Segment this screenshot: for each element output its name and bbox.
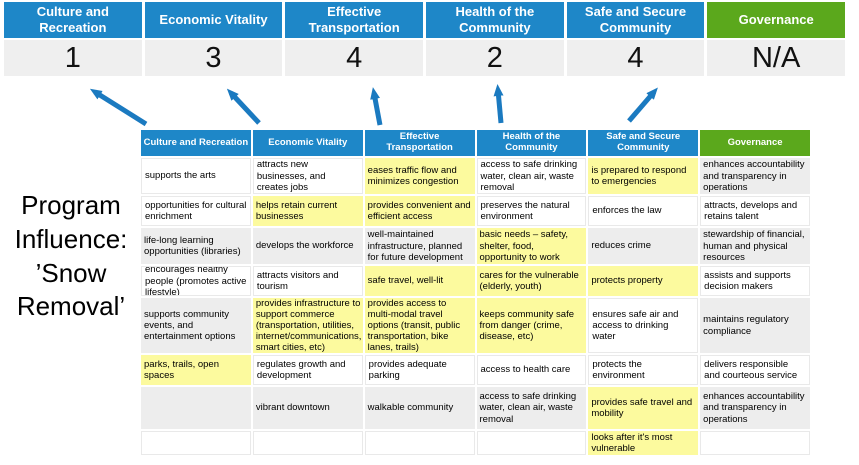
matrix-cell: access to safe drinking water, clean air… bbox=[476, 158, 587, 194]
matrix-cell bbox=[252, 431, 363, 455]
matrix-cell: parks, trails, open spaces bbox=[141, 355, 251, 385]
summary-grid: Culture and Recreation Economic Vitality… bbox=[4, 2, 845, 76]
matrix-cell: vibrant downtown bbox=[252, 387, 363, 429]
matrix-cell: opportunities for cultural enrichment bbox=[141, 196, 251, 226]
matrix-cell: encourages healthy people (promotes acti… bbox=[141, 266, 251, 296]
program-title-line: Removal’ bbox=[16, 291, 126, 322]
matrix-cell: ensures safe air and access to drinking … bbox=[588, 298, 699, 353]
matrix-cell bbox=[476, 431, 587, 455]
summary-header-safe: Safe and Secure Community bbox=[566, 2, 705, 38]
matrix-cell bbox=[141, 387, 251, 429]
summary-header-health: Health of the Community bbox=[426, 2, 564, 38]
matrix-cell: reduces crime bbox=[588, 228, 699, 264]
summary-score-safe: 4 bbox=[566, 40, 705, 76]
matrix-cell: provides infrastructure to support comme… bbox=[252, 298, 363, 353]
matrix-cell: stewardship of financial, human and phys… bbox=[700, 228, 810, 264]
influence-arrow-icon bbox=[370, 87, 383, 126]
matrix-cell: well-maintained infrastructure, planned … bbox=[364, 228, 475, 264]
matrix-header-culture: Culture and Recreation bbox=[141, 130, 251, 156]
program-title-line: Influence: bbox=[14, 223, 128, 254]
summary-score-governance: N/A bbox=[707, 40, 845, 76]
matrix-cell: access to health care bbox=[476, 355, 587, 385]
matrix-cell: basic needs – safety, shelter, food, opp… bbox=[476, 228, 587, 264]
influence-arrow-icon bbox=[493, 84, 504, 124]
influence-matrix: Culture and Recreation Economic Vitality… bbox=[141, 130, 810, 455]
summary-header-economic: Economic Vitality bbox=[144, 2, 283, 38]
matrix-cell: preserves the natural environment bbox=[476, 196, 587, 226]
matrix-cell: assists and supports decision makers bbox=[700, 266, 810, 296]
matrix-cell: provides access to multi-modal travel op… bbox=[364, 298, 475, 353]
matrix-cell: attracts, develops and retains talent bbox=[700, 196, 810, 226]
matrix-cell bbox=[700, 431, 810, 455]
matrix-cell: protects property bbox=[588, 266, 699, 296]
matrix-header-health: Health of the Community bbox=[476, 130, 587, 156]
summary-header-governance: Governance bbox=[707, 2, 845, 38]
matrix-header-transportation: Effective Transportation bbox=[364, 130, 475, 156]
matrix-cell bbox=[364, 431, 475, 455]
influence-arrow-icon bbox=[226, 88, 261, 125]
summary-header-transportation: Effective Transportation bbox=[285, 2, 423, 38]
summary-header-culture: Culture and Recreation bbox=[4, 2, 142, 38]
summary-score-transportation: 4 bbox=[285, 40, 423, 76]
matrix-cell: enhances accountability and transparency… bbox=[700, 387, 810, 429]
matrix-cell: provides convenient and efficient access bbox=[364, 196, 475, 226]
matrix-cell: supports community events, and entertain… bbox=[141, 298, 251, 353]
matrix-cell: attracts new businesses, and creates job… bbox=[252, 158, 363, 194]
matrix-cell bbox=[141, 431, 251, 455]
matrix-cell: protects the environment bbox=[588, 355, 699, 385]
summary-score-economic: 3 bbox=[144, 40, 283, 76]
program-title-line: Program bbox=[21, 190, 121, 220]
summary-score-culture: 1 bbox=[4, 40, 142, 76]
influence-arrow-icon bbox=[627, 87, 658, 123]
matrix-cell: delivers responsible and courteous servi… bbox=[700, 355, 810, 385]
matrix-header-safe: Safe and Secure Community bbox=[588, 130, 699, 156]
matrix-cell: supports the arts bbox=[141, 158, 251, 194]
matrix-header-governance: Governance bbox=[700, 130, 810, 156]
matrix-cell: maintains regulatory compliance bbox=[700, 298, 810, 353]
matrix-cell: eases traffic flow and minimizes congest… bbox=[364, 158, 475, 194]
matrix-cell: helps retain current businesses bbox=[252, 196, 363, 226]
matrix-cell: walkable community bbox=[364, 387, 475, 429]
matrix-cell: looks after it's most vulnerable bbox=[588, 431, 699, 455]
matrix-cell: develops the workforce bbox=[252, 228, 363, 264]
summary-score-health: 2 bbox=[426, 40, 564, 76]
program-title: Program Influence: ’Snow Removal’ bbox=[0, 189, 142, 324]
matrix-cell: is prepared to respond to emergencies bbox=[588, 158, 699, 194]
matrix-cell: regulates growth and development bbox=[252, 355, 363, 385]
matrix-header-economic: Economic Vitality bbox=[252, 130, 363, 156]
matrix-cell: cares for the vulnerable (elderly, youth… bbox=[476, 266, 587, 296]
program-title-line: ’Snow bbox=[35, 257, 107, 288]
influence-arrow-icon bbox=[89, 88, 148, 127]
matrix-cell: safe travel, well-lit bbox=[364, 266, 475, 296]
matrix-cell: provides adequate parking bbox=[364, 355, 475, 385]
matrix-cell: keeps community safe from danger (crime,… bbox=[476, 298, 587, 353]
matrix-cell: access to safe drinking water, clean air… bbox=[476, 387, 587, 429]
matrix-cell: enhances accountability and transparency… bbox=[700, 158, 810, 194]
matrix-cell: attracts visitors and tourism bbox=[252, 266, 363, 296]
matrix-cell: life-long learning opportunities (librar… bbox=[141, 228, 251, 264]
matrix-cell: provides safe travel and mobility bbox=[588, 387, 699, 429]
matrix-cell: enforces the law bbox=[588, 196, 699, 226]
